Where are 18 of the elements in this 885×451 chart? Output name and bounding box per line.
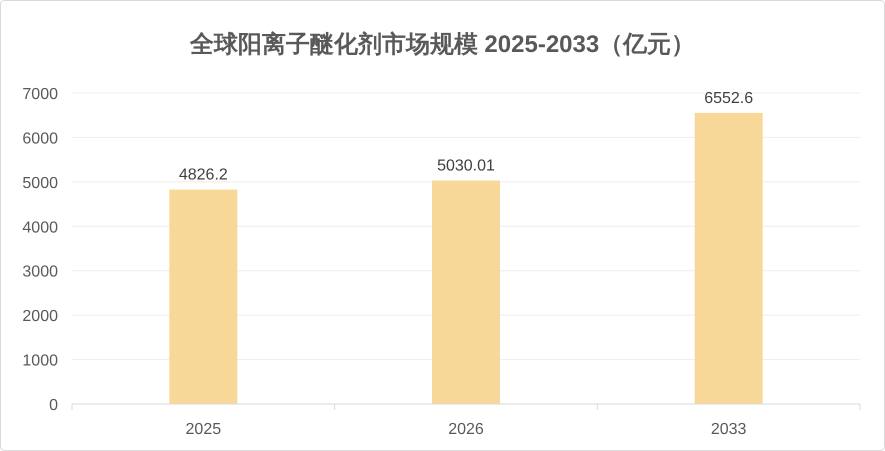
y-tick-label: 7000 — [22, 86, 58, 103]
x-tick-label: 2026 — [448, 421, 484, 438]
y-tick-label: 4000 — [22, 219, 58, 236]
data-label: 5030.01 — [437, 158, 496, 175]
data-label: 6552.6 — [704, 90, 754, 107]
y-tick-label: 1000 — [22, 352, 58, 370]
bar — [694, 112, 763, 404]
bar — [169, 190, 238, 404]
y-tick-label: 2000 — [22, 308, 58, 326]
chart-title: 全球阳离子醚化剂市场规模 2025-2033（亿元） — [188, 31, 696, 58]
y-tick-label: 6000 — [22, 130, 58, 148]
y-tick-label: 3000 — [22, 264, 58, 281]
x-tick-label: 2025 — [186, 421, 222, 438]
y-tick-label: 0 — [49, 397, 58, 414]
data-label: 4826.2 — [178, 166, 228, 184]
y-tick-label: 5000 — [22, 174, 58, 192]
bar — [432, 180, 500, 404]
x-tick-label: 2033 — [710, 421, 747, 438]
